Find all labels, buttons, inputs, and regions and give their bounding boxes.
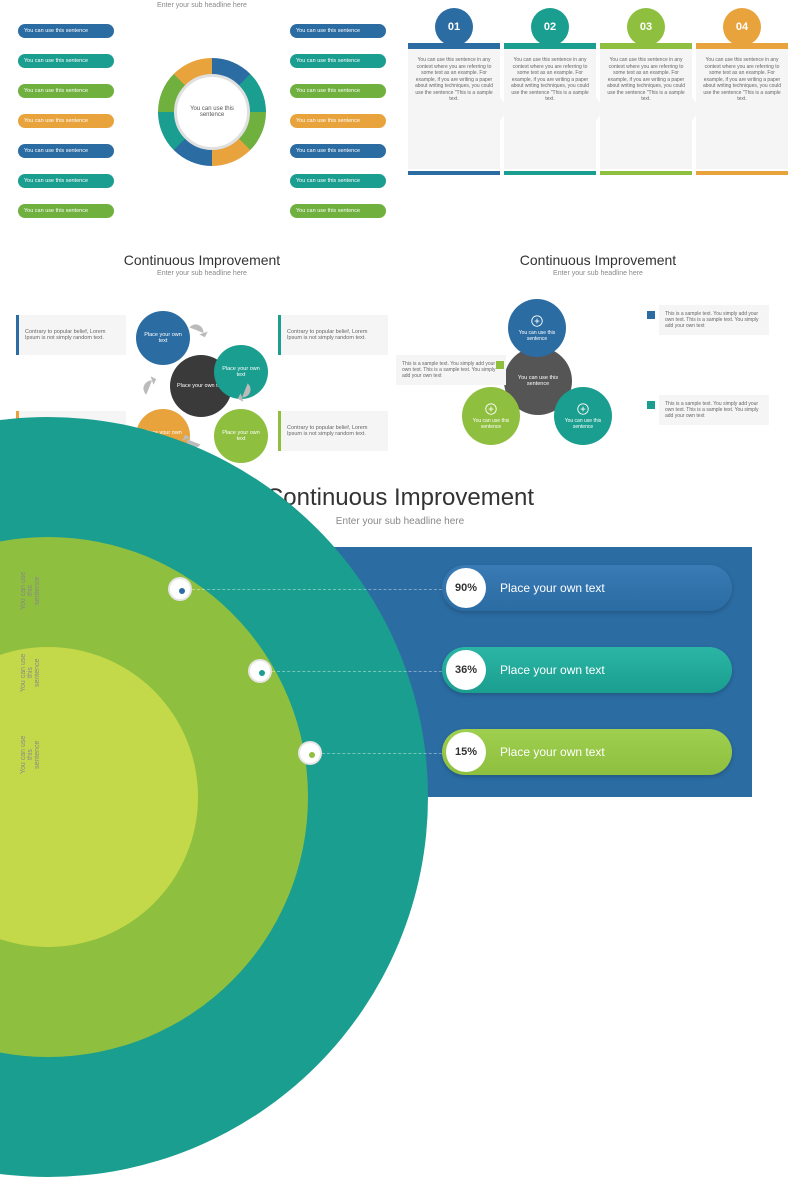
node-icon (576, 402, 590, 416)
step-body: You can use this sentence in any context… (696, 49, 788, 169)
node-icon (484, 402, 498, 416)
slide-numbered-cards: 01 You can use this sentence in any cont… (404, 0, 792, 240)
connector-line (272, 671, 452, 672)
capsule-label: Place your own text (500, 663, 605, 677)
y-axis-label: You can use this sentence (20, 653, 36, 693)
color-swatch (496, 361, 504, 369)
list-pill: You can use this sentence (18, 114, 114, 128)
cycle-text-box: Contrary to popular belief, Lorem Ipsum … (16, 315, 126, 355)
cycle-text-box: Contrary to popular belief, Lorem Ipsum … (278, 411, 388, 451)
connector-line (322, 753, 452, 754)
step-underline (504, 171, 596, 175)
arc-chart: You can use this sentence90%Place your o… (48, 547, 752, 797)
data-point (168, 577, 192, 601)
list-pill: You can use this sentence (290, 54, 386, 68)
step-body: You can use this sentence in any context… (600, 49, 692, 169)
tri-text-box: This is a sample text. You simply add yo… (659, 305, 769, 335)
subtitle: Enter your sub headline here (404, 270, 792, 277)
connector-line (192, 589, 452, 590)
y-axis-label: You can use this sentence (20, 735, 36, 775)
tri-node: You can use this sentence (554, 387, 612, 445)
step-underline (408, 171, 500, 175)
value-capsule: 15% Place your own text (442, 729, 732, 775)
value-capsule: 36% Place your own text (442, 647, 732, 693)
list-pill: You can use this sentence (18, 204, 114, 218)
cycle-node: Place your own text (214, 409, 268, 463)
list-pill: You can use this sentence (290, 174, 386, 188)
step-card: 01 You can use this sentence in any cont… (408, 8, 500, 175)
step-card: 04 You can use this sentence in any cont… (696, 8, 788, 175)
y-axis-label: You can use this sentence (20, 571, 36, 611)
percentage-badge: 15% (446, 732, 486, 772)
step-number: 01 (435, 8, 473, 46)
step-number: 04 (723, 8, 761, 46)
list-pill: You can use this sentence (290, 204, 386, 218)
percentage-badge: 36% (446, 650, 486, 690)
cycle-node: Place your own text (136, 311, 190, 365)
list-pill: You can use this sentence (18, 144, 114, 158)
node-icon (530, 314, 544, 328)
color-swatch (647, 401, 655, 409)
color-swatch (647, 311, 655, 319)
data-point (298, 741, 322, 765)
radial-ring: You can use this sentence (158, 58, 266, 166)
slide-tri-cluster: Continuous Improvement Enter your sub he… (404, 248, 792, 468)
tri-text-box: This is a sample text. You simply add yo… (659, 395, 769, 425)
list-pill: You can use this sentence (18, 84, 114, 98)
list-pill: You can use this sentence (18, 24, 114, 38)
value-capsule: 90% Place your own text (442, 565, 732, 611)
ring-center: You can use this sentence (174, 74, 250, 150)
list-pill: You can use this sentence (290, 24, 386, 38)
tri-node: You can use this sentence (508, 299, 566, 357)
step-number: 02 (531, 8, 569, 46)
list-pill: You can use this sentence (290, 144, 386, 158)
slide-arc-chart: Continuous Improvement Enter your sub he… (8, 476, 792, 800)
capsule-label: Place your own text (500, 581, 605, 595)
step-body: You can use this sentence in any context… (408, 49, 500, 169)
cycle-text-box: Contrary to popular belief, Lorem Ipsum … (278, 315, 388, 355)
list-pill: You can use this sentence (18, 174, 114, 188)
cycle-arrow-icon (135, 372, 169, 406)
step-body: You can use this sentence in any context… (504, 49, 596, 169)
step-underline (696, 171, 788, 175)
title: Continuous Improvement (8, 252, 396, 268)
percentage-badge: 90% (446, 568, 486, 608)
list-pill: You can use this sentence (18, 54, 114, 68)
step-card: 03 You can use this sentence in any cont… (600, 8, 692, 175)
subtitle: Enter your sub headline here (8, 2, 396, 9)
step-card: 02 You can use this sentence in any cont… (504, 8, 596, 175)
capsule-label: Place your own text (500, 745, 605, 759)
step-underline (600, 171, 692, 175)
data-point (248, 659, 272, 683)
title: Continuous Improvement (404, 252, 792, 268)
slide-radial-list: Enter your sub headline here You can use… (8, 0, 396, 240)
step-number: 03 (627, 8, 665, 46)
list-pill: You can use this sentence (290, 84, 386, 98)
list-pill: You can use this sentence (290, 114, 386, 128)
subtitle: Enter your sub headline here (8, 270, 396, 277)
tri-text-box: This is a sample text. You simply add yo… (396, 355, 506, 385)
tri-node: You can use this sentence (462, 387, 520, 445)
